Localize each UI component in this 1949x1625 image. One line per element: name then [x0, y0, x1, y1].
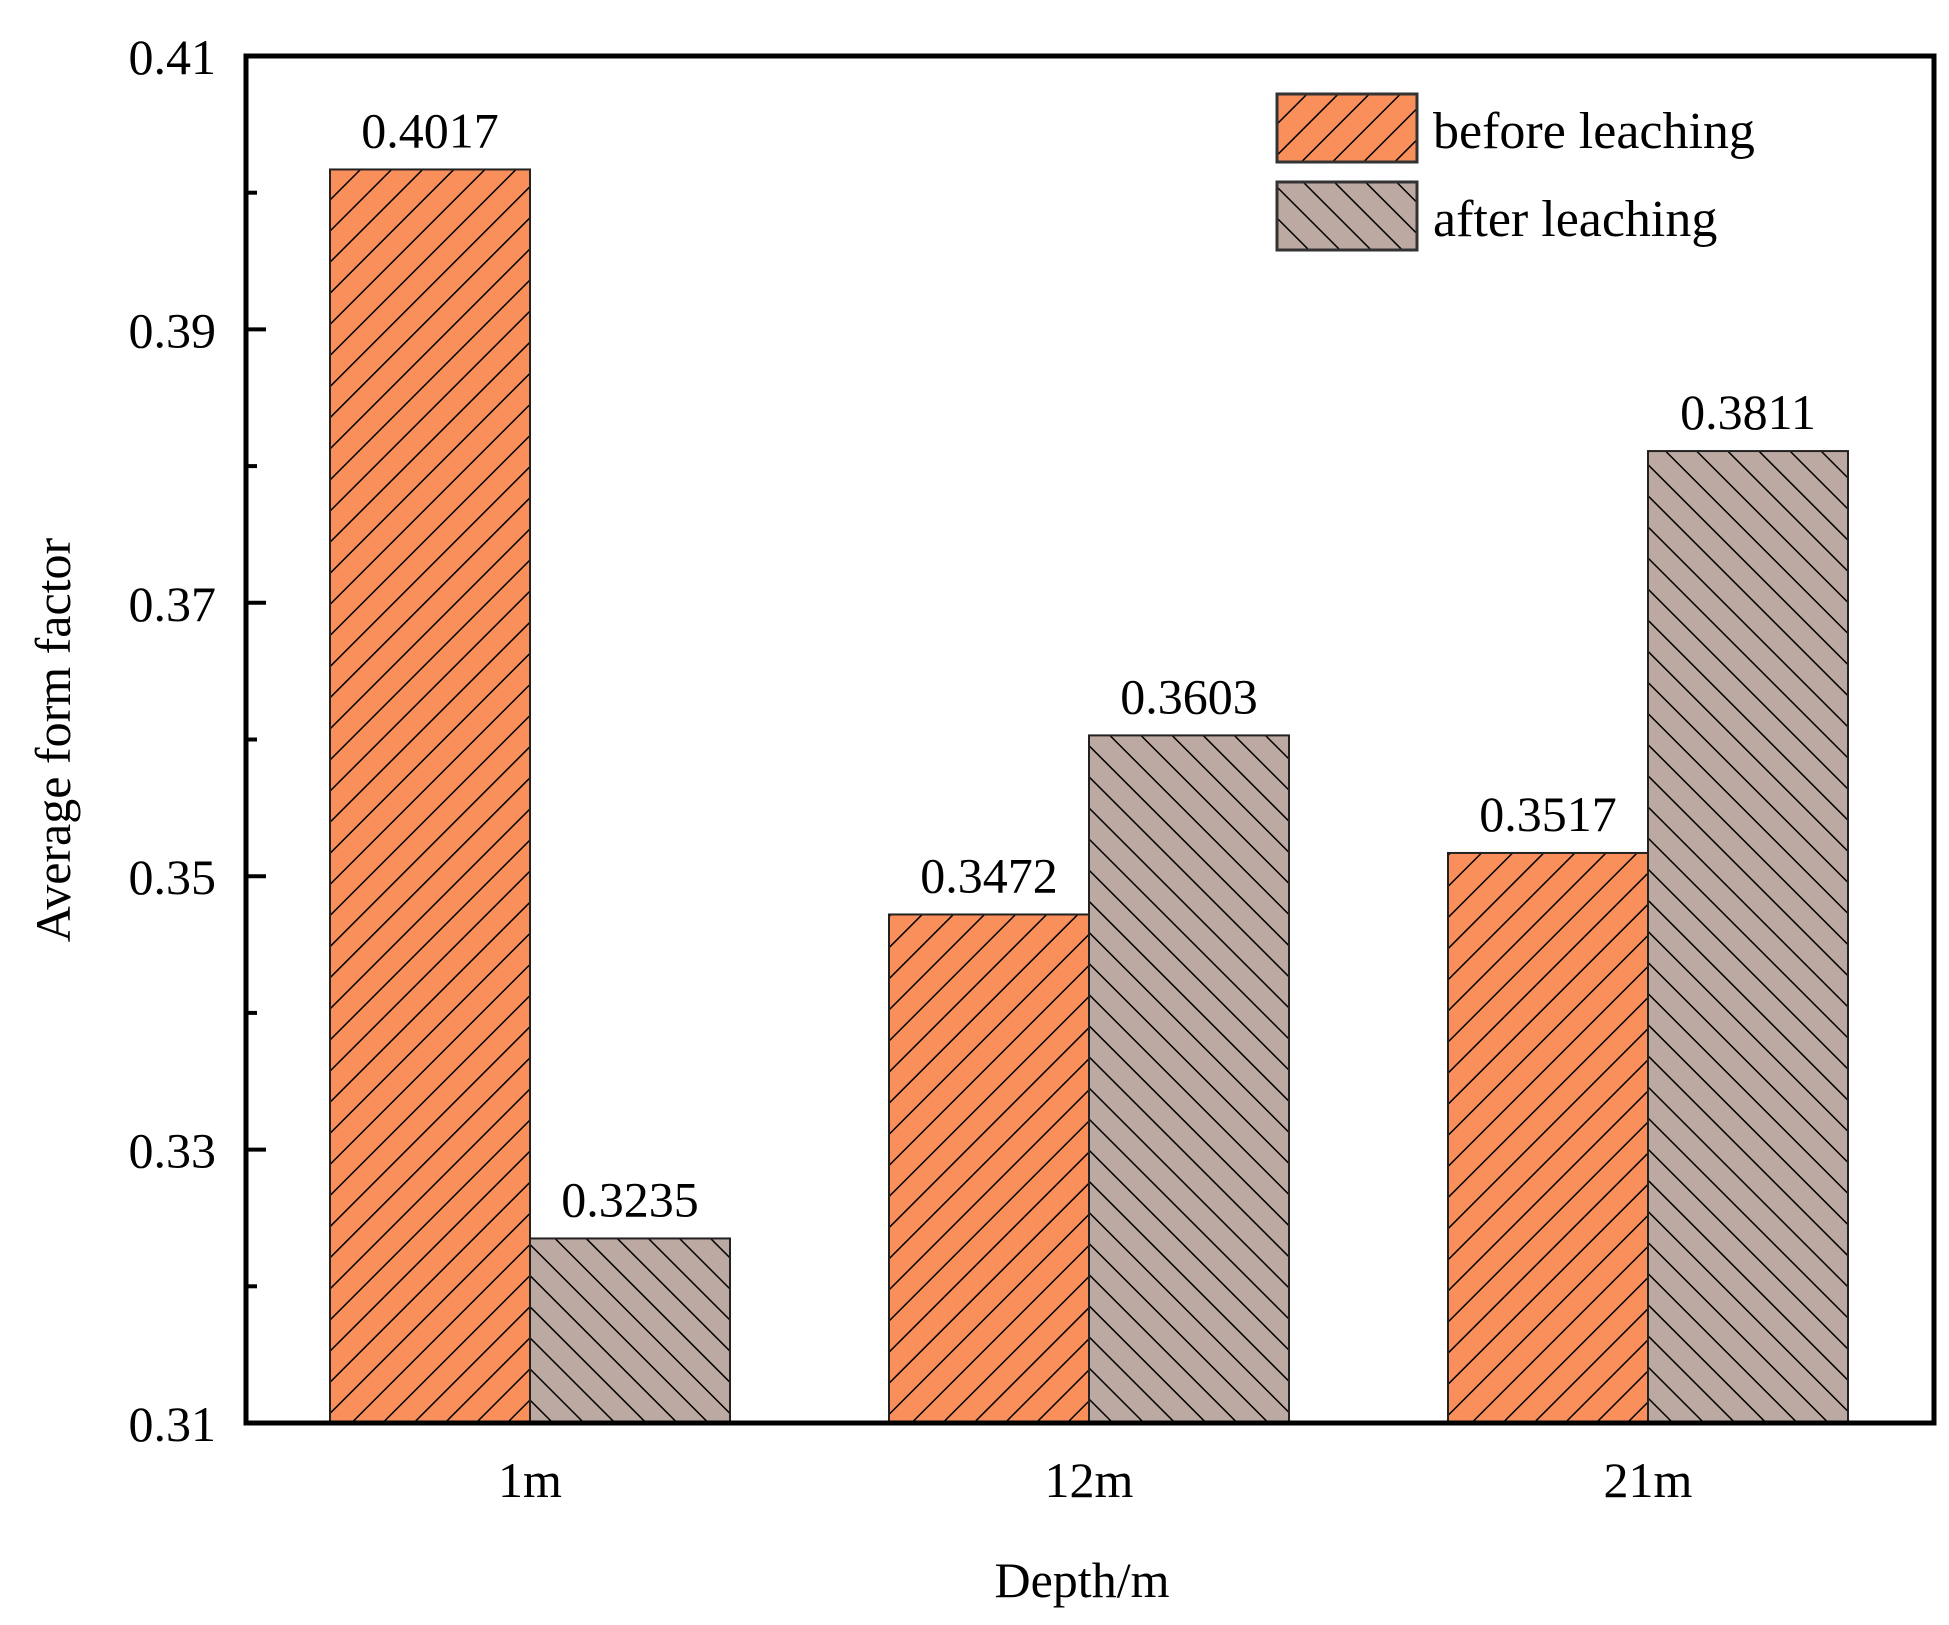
- x-axis-title: Depth/m: [995, 1552, 1170, 1608]
- data-label-before-leaching-12m: 0.3472: [920, 847, 1058, 903]
- y-axis-title: Average form factor: [25, 537, 81, 942]
- data-label-after-leaching-12m: 0.3603: [1120, 668, 1258, 724]
- data-label-after-leaching-21m: 0.3811: [1680, 384, 1816, 440]
- legend: before leaching after leaching: [1275, 92, 1755, 252]
- y-tick-label: 0.35: [129, 849, 217, 905]
- bars-group: [329, 168, 1849, 1424]
- x-tick-label: 1m: [498, 1452, 562, 1508]
- y-tick-label: 0.31: [129, 1396, 217, 1452]
- legend-swatch-before-leaching: [1275, 92, 1419, 164]
- x-tick-label: 12m: [1045, 1452, 1134, 1508]
- data-label-after-leaching-1m: 0.3235: [561, 1171, 699, 1227]
- value-labels-group: 0.4017 0.3235 0.3472 0.3603 0.3517 0.3811: [361, 102, 1816, 1227]
- bar-after-leaching-21m: [1647, 450, 1849, 1424]
- bar-before-leaching-1m: [329, 168, 531, 1424]
- y-tick-label: 0.41: [129, 29, 217, 85]
- y-tick-label: 0.33: [129, 1123, 217, 1179]
- x-tick-label: 21m: [1604, 1452, 1693, 1508]
- legend-label-after-leaching: after leaching: [1433, 191, 1717, 248]
- bar-after-leaching-12m: [1088, 734, 1290, 1424]
- bar-before-leaching-21m: [1447, 851, 1649, 1424]
- data-label-before-leaching-21m: 0.3517: [1479, 786, 1617, 842]
- y-axis: 0.31 0.33 0.35 0.37 0.39 0.41: [129, 29, 266, 1452]
- x-axis: 1m 12m 21m: [498, 1452, 1693, 1508]
- legend-label-before-leaching: before leaching: [1433, 103, 1755, 160]
- y-tick-label: 0.39: [129, 302, 217, 358]
- bar-after-leaching-1m: [529, 1237, 731, 1424]
- y-tick-label: 0.37: [129, 576, 217, 632]
- bar-before-leaching-12m: [888, 913, 1090, 1424]
- data-label-before-leaching-1m: 0.4017: [361, 102, 499, 158]
- legend-swatch-after-leaching: [1275, 180, 1419, 252]
